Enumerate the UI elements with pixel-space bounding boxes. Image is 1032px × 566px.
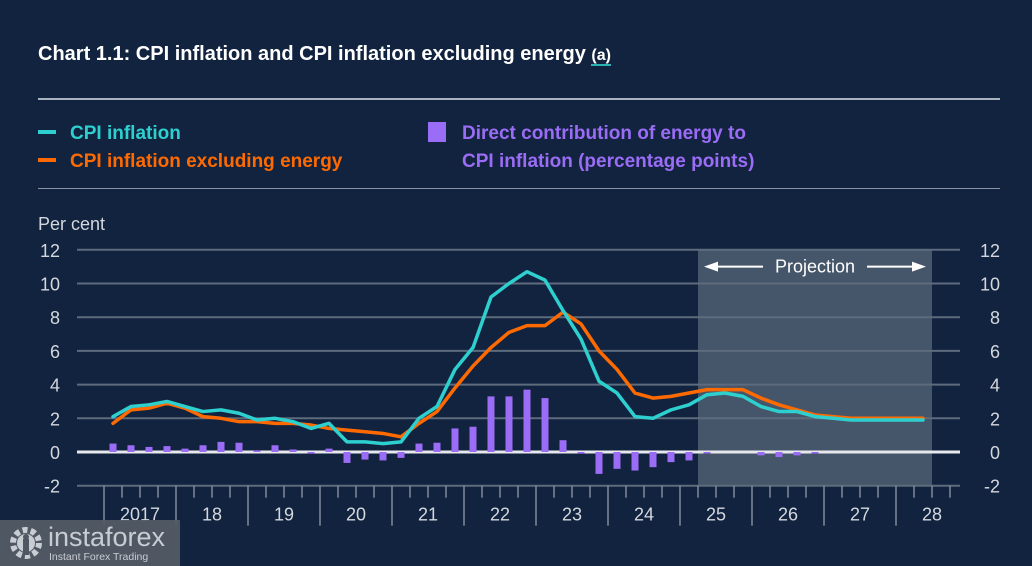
y-tick-label-left: 12 bbox=[40, 241, 60, 261]
y-tick-label-right: 2 bbox=[990, 409, 1000, 429]
energy-bar bbox=[361, 452, 369, 460]
energy-swatch-icon bbox=[428, 122, 446, 142]
x-tick-label: 23 bbox=[562, 505, 582, 525]
energy-bar bbox=[703, 452, 711, 454]
energy-bar bbox=[163, 446, 171, 452]
footnote-link[interactable]: (a) bbox=[591, 47, 611, 66]
energy-bar bbox=[523, 389, 531, 452]
core-line bbox=[111, 310, 925, 439]
y-tick-label-right: 12 bbox=[980, 241, 1000, 261]
energy-bar bbox=[271, 445, 279, 452]
legend-label-energy-2: CPI inflation (percentage points) bbox=[462, 151, 755, 172]
y-tick-label-right: 10 bbox=[980, 275, 1000, 295]
energy-bar bbox=[343, 452, 351, 463]
energy-bar bbox=[559, 440, 567, 452]
energy-bar bbox=[775, 452, 783, 458]
energy-bar bbox=[577, 452, 585, 454]
y-tick-label-left: 10 bbox=[40, 275, 60, 295]
energy-bar bbox=[451, 428, 459, 452]
cpi-swatch-icon bbox=[38, 129, 56, 134]
y-tick-label-right: 8 bbox=[990, 308, 1000, 328]
watermark: instaforex Instant Forex Trading bbox=[0, 520, 180, 566]
core-swatch-icon bbox=[38, 157, 56, 162]
chart-title-text: Chart 1.1: CPI inflation and CPI inflati… bbox=[38, 43, 586, 65]
x-tick-label: 26 bbox=[778, 505, 798, 525]
legend-item-cpi: CPI inflation bbox=[38, 120, 342, 148]
energy-bar bbox=[235, 442, 243, 452]
legend-label-energy-1: Direct contribution of energy to bbox=[462, 123, 746, 144]
energy-bar bbox=[613, 452, 621, 469]
y-tick-label-right: -2 bbox=[984, 477, 1000, 497]
title-divider bbox=[38, 98, 1000, 100]
energy-bar bbox=[253, 450, 261, 452]
energy-bar bbox=[217, 441, 225, 452]
x-tick-label: 21 bbox=[418, 505, 438, 525]
x-tick-label: 20 bbox=[346, 505, 366, 525]
gear-logo-icon bbox=[10, 527, 42, 559]
legend-item-core: CPI inflation excluding energy bbox=[38, 148, 342, 176]
energy-bar bbox=[397, 452, 405, 458]
energy-bar bbox=[181, 448, 189, 452]
energy-bar bbox=[631, 452, 639, 471]
legend-divider bbox=[38, 188, 1000, 189]
y-tick-label-left: 6 bbox=[50, 342, 60, 362]
energy-bar bbox=[433, 442, 441, 452]
projection-label: Projection bbox=[775, 257, 855, 277]
energy-bar bbox=[667, 452, 675, 463]
energy-bar bbox=[793, 452, 801, 456]
energy-bar bbox=[649, 452, 657, 468]
x-tick-label: 2017 bbox=[120, 505, 160, 525]
energy-bar bbox=[145, 446, 153, 452]
x-tick-label: 24 bbox=[634, 505, 654, 525]
y-tick-label-left: 8 bbox=[50, 308, 60, 328]
x-tick-label: 18 bbox=[202, 505, 222, 525]
energy-bar bbox=[325, 448, 333, 452]
energy-bar bbox=[307, 452, 315, 454]
energy-bar bbox=[379, 452, 387, 461]
y-tick-label-right: 4 bbox=[990, 376, 1000, 396]
energy-bar bbox=[811, 452, 819, 454]
x-tick-label: 27 bbox=[850, 505, 870, 525]
footnote-label: (a) bbox=[591, 47, 611, 66]
watermark-tagline: Instant Forex Trading bbox=[49, 551, 149, 563]
chart-title: Chart 1.1: CPI inflation and CPI inflati… bbox=[38, 43, 611, 66]
y-axis-label: Per cent bbox=[38, 214, 105, 234]
x-tick-label: 22 bbox=[490, 505, 510, 525]
energy-bar bbox=[199, 445, 207, 452]
energy-bar bbox=[109, 443, 117, 452]
cpi-line bbox=[111, 269, 925, 446]
energy-bar bbox=[541, 398, 549, 452]
energy-bar bbox=[595, 452, 603, 474]
energy-bar bbox=[469, 426, 477, 452]
energy-bar bbox=[289, 449, 297, 452]
y-tick-label-left: 4 bbox=[50, 376, 60, 396]
arrow-right-icon bbox=[912, 261, 926, 272]
energy-bar bbox=[415, 443, 423, 452]
energy-bar bbox=[127, 445, 135, 452]
legend-item-energy: Direct contribution of energy to CPI inf… bbox=[428, 120, 754, 176]
legend-lines: CPI inflation CPI inflation excluding en… bbox=[38, 120, 342, 176]
energy-bar bbox=[685, 452, 693, 461]
legend-label-cpi: CPI inflation bbox=[70, 123, 181, 144]
arrow-left-icon bbox=[704, 261, 718, 272]
y-tick-label-left: -2 bbox=[44, 477, 60, 497]
energy-bar bbox=[757, 452, 765, 456]
projection-shade bbox=[698, 249, 932, 486]
x-tick-label: 25 bbox=[706, 505, 726, 525]
y-tick-label-right: 0 bbox=[990, 443, 1000, 463]
y-tick-label-left: 2 bbox=[50, 409, 60, 429]
legend-label-core: CPI inflation excluding energy bbox=[70, 151, 343, 172]
y-tick-label-right: 6 bbox=[990, 342, 1000, 362]
energy-bar bbox=[505, 396, 513, 452]
x-tick-label: 28 bbox=[922, 505, 942, 525]
energy-bar bbox=[487, 396, 495, 452]
watermark-name: instaforex bbox=[48, 522, 166, 552]
x-tick-label: 19 bbox=[274, 505, 294, 525]
y-tick-label-left: 0 bbox=[50, 443, 60, 463]
